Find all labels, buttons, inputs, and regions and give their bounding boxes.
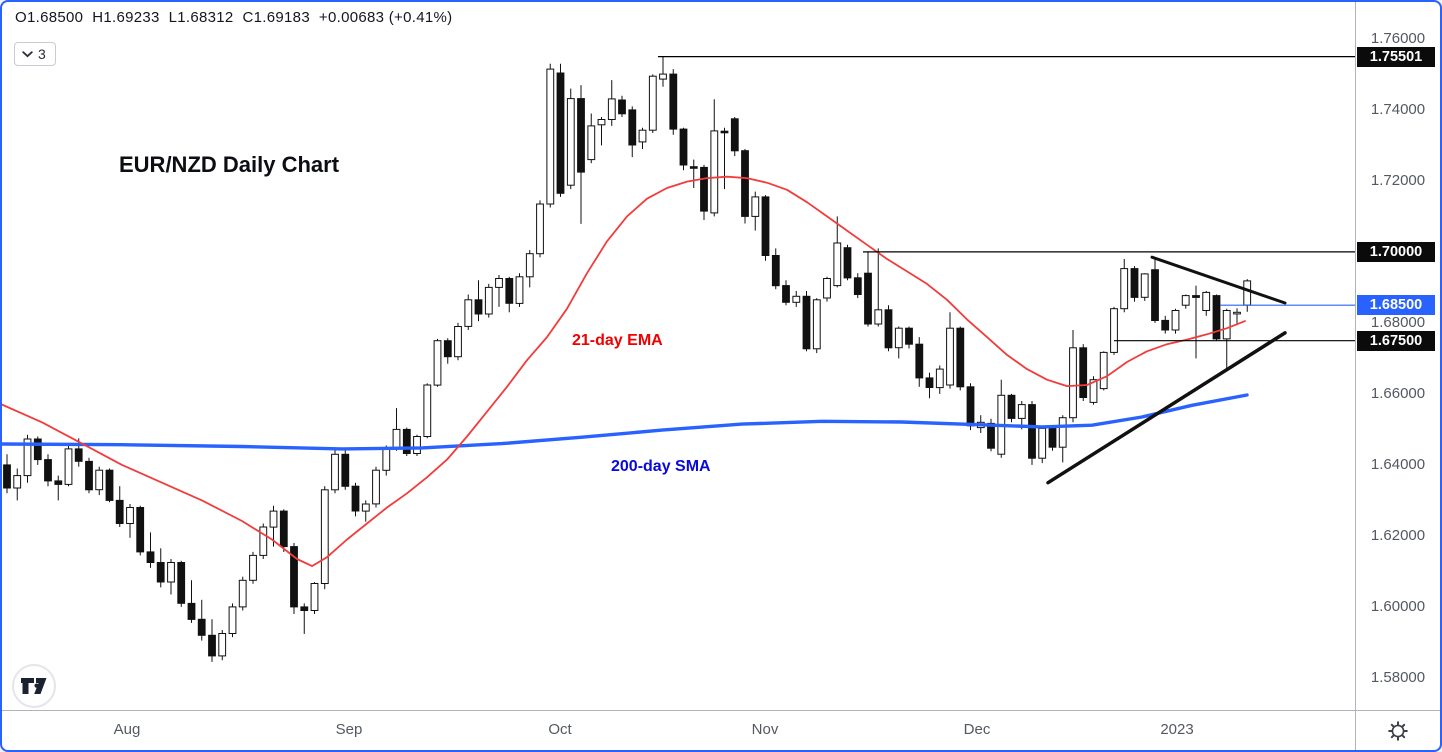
ma-line <box>2 393 1249 451</box>
price-tick-label: 1.72000 <box>1370 171 1426 189</box>
candlestick-canvas <box>2 55 1355 662</box>
time-tick-label: Dec <box>963 721 991 738</box>
ohlc-readout: O1.68500 H1.69233 L1.68312 C1.69183 +0.0… <box>15 9 453 26</box>
chart-plot-area[interactable] <box>2 2 1355 710</box>
price-tick-label: 1.58000 <box>1370 668 1426 686</box>
chart-title: EUR/NZD Daily Chart <box>119 152 340 177</box>
sma-indicator-label: 200-day SMA <box>611 458 711 475</box>
time-tick-label: Nov <box>751 721 779 738</box>
price-tick-label: 1.76000 <box>1370 29 1426 47</box>
legend-count-label: 3 <box>38 46 46 62</box>
time-axis[interactable]: Aug Sep Oct Nov Dec 2023 <box>2 711 1355 750</box>
drawings-layer <box>658 55 1355 485</box>
price-tick-label: 1.62000 <box>1370 526 1426 544</box>
price-axis-separator <box>1355 2 1356 750</box>
tradingview-logo[interactable] <box>12 664 56 708</box>
price-level-badge: 1.75501 <box>1357 46 1435 67</box>
price-level-badge: 1.67500 <box>1357 330 1435 351</box>
time-tick-label: Oct <box>548 721 572 738</box>
price-axis[interactable]: 1.76000 1.74000 1.72000 1.70000 1.68000 1.660… <box>1356 2 1440 710</box>
price-tick-label: 1.68000 <box>1370 313 1426 331</box>
chevron-down-icon <box>22 50 33 57</box>
time-tick-label: 2023 <box>1160 721 1194 738</box>
legend-toggle-button[interactable]: 3 <box>14 42 56 66</box>
time-axis-separator <box>2 710 1440 711</box>
price-level-badge: 1.70000 <box>1357 241 1435 262</box>
ma-line <box>2 175 1246 567</box>
time-tick-label: Aug <box>113 721 141 738</box>
price-tick-label: 1.66000 <box>1370 384 1426 402</box>
last-price-badge: 1.68500 <box>1357 295 1435 316</box>
price-tick-label: 1.74000 <box>1370 100 1426 118</box>
time-tick-label: Sep <box>335 721 363 738</box>
ema-indicator-label: 21-day EMA <box>572 332 663 349</box>
axis-settings-button[interactable] <box>1356 711 1440 750</box>
candles-layer <box>3 56 1252 662</box>
gear-icon <box>1388 720 1408 741</box>
price-tick-label: 1.60000 <box>1370 597 1426 615</box>
price-tick-label: 1.64000 <box>1370 455 1426 473</box>
tradingview-logo-icon <box>21 677 47 694</box>
